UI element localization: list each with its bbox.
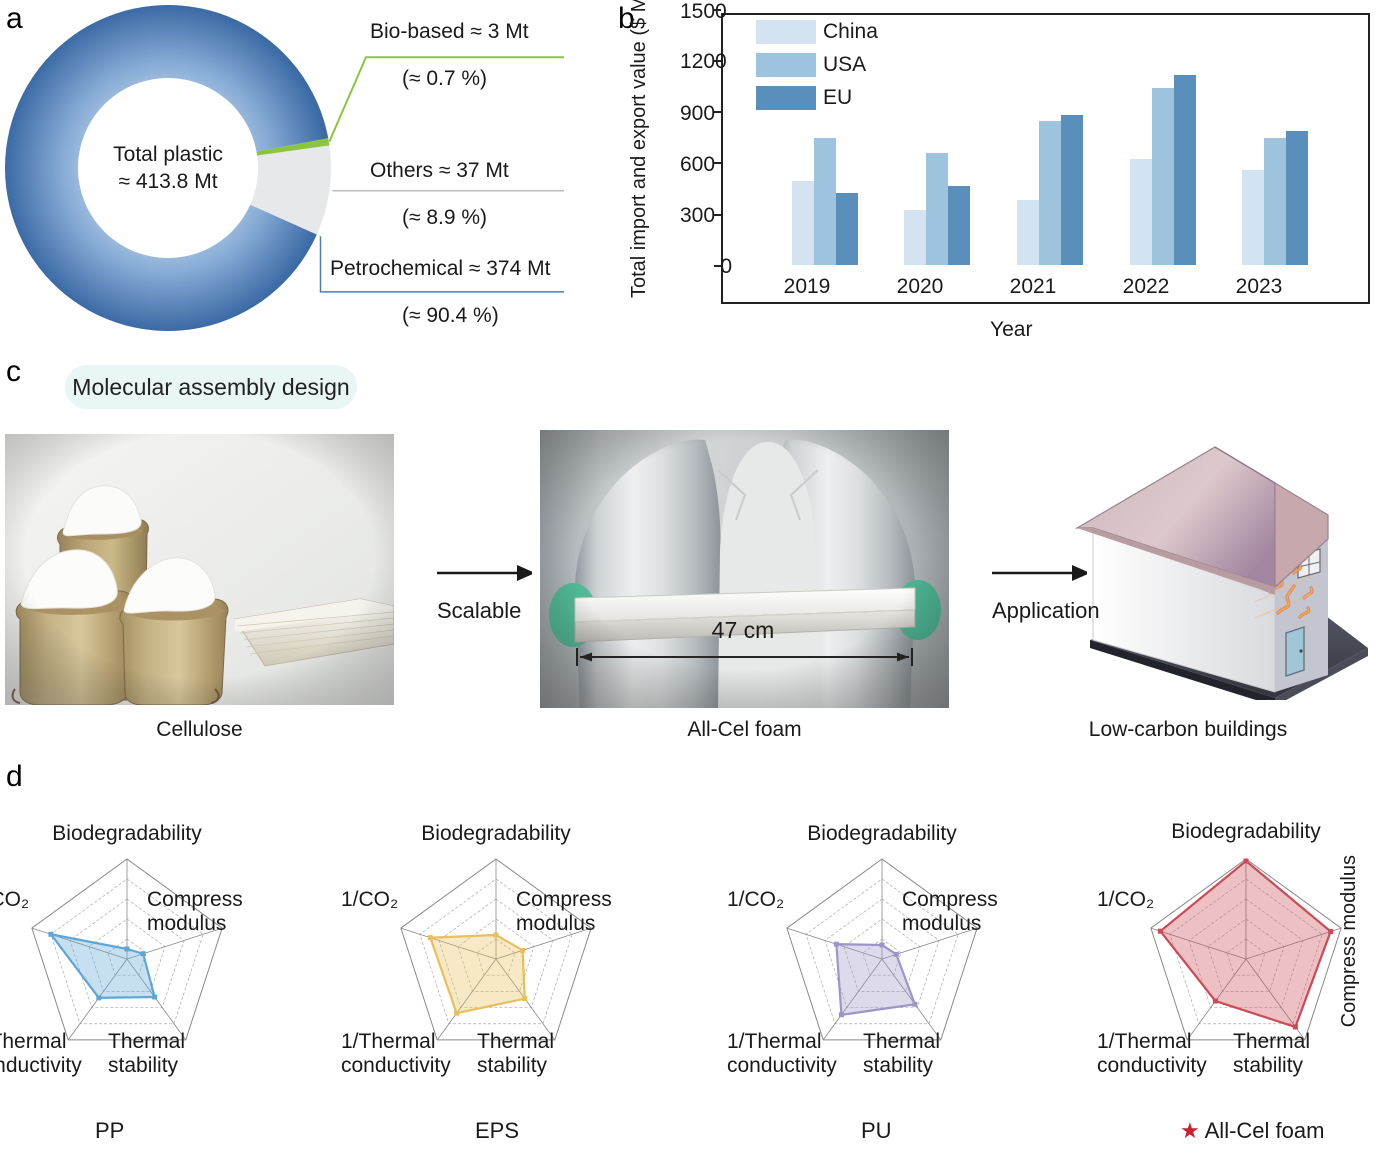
svg-text:Total plastic: Total plastic [113,143,223,166]
svg-text:≈ 413.8 Mt: ≈ 413.8 Mt [118,170,217,193]
